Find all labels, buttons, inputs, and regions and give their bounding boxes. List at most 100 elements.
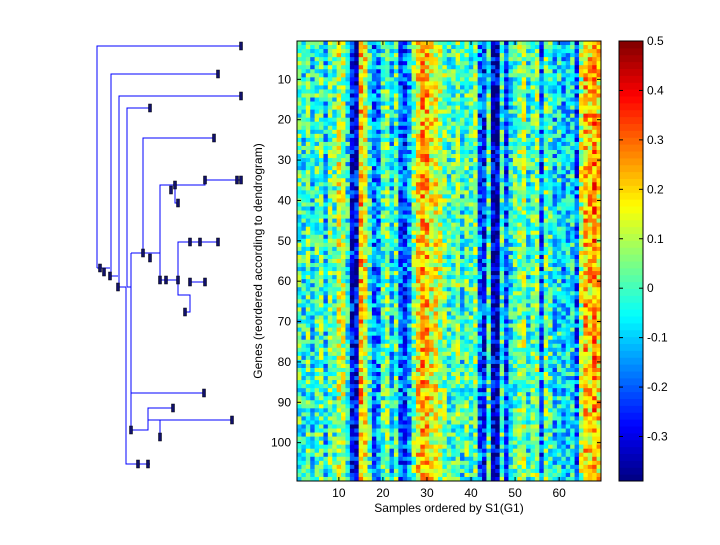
heatmap-cell — [297, 207, 302, 211]
heatmap-cell — [495, 247, 500, 251]
heatmap-cell — [464, 320, 469, 324]
heatmap-cell — [363, 307, 368, 311]
heatmap-cell — [376, 307, 381, 311]
heatmap-cell — [531, 174, 536, 178]
heatmap-cell — [583, 259, 588, 263]
heatmap-cell — [482, 53, 487, 57]
heatmap-cell — [332, 73, 337, 77]
heatmap-cell — [412, 65, 417, 69]
heatmap-cell — [508, 85, 513, 89]
heatmap-cell — [301, 61, 306, 65]
heatmap-cell — [407, 150, 412, 154]
heatmap-cell — [464, 219, 469, 223]
heatmap-cell — [447, 154, 452, 158]
heatmap-cell — [486, 271, 491, 275]
heatmap-cell — [315, 211, 320, 215]
heatmap-cell — [482, 122, 487, 126]
heatmap-cell — [464, 98, 469, 102]
heatmap-cell — [438, 110, 443, 114]
heatmap-cell — [376, 85, 381, 89]
heatmap-cell — [548, 178, 553, 182]
heatmap-cell — [451, 178, 456, 182]
heatmap-cell — [385, 311, 390, 315]
heatmap-cell — [341, 279, 346, 283]
heatmap-cell — [416, 81, 421, 85]
heatmap-cell — [486, 227, 491, 231]
heatmap-cell — [359, 53, 364, 57]
heatmap-cell — [570, 65, 575, 69]
heatmap-cell — [570, 227, 575, 231]
heatmap-cell — [588, 311, 593, 315]
heatmap-cell — [561, 182, 566, 186]
heatmap-cell — [403, 41, 408, 45]
heatmap-cell — [531, 150, 536, 154]
heatmap-cell — [337, 126, 342, 130]
heatmap-cell — [429, 126, 434, 130]
heatmap-cell — [341, 235, 346, 239]
heatmap-cell — [553, 45, 558, 49]
heatmap-cell — [306, 275, 311, 279]
heatmap-cell — [341, 69, 346, 73]
heatmap-cell — [464, 235, 469, 239]
heatmap-cell — [456, 235, 461, 239]
heatmap-cell — [434, 49, 439, 53]
heatmap-cell — [438, 57, 443, 61]
heatmap-cell — [495, 211, 500, 215]
heatmap-cell — [522, 263, 527, 267]
heatmap-cell — [385, 61, 390, 65]
heatmap-cell — [390, 307, 395, 311]
heatmap-cell — [522, 275, 527, 279]
heatmap-cell — [323, 215, 328, 219]
heatmap-cell — [434, 235, 439, 239]
heatmap-cell — [359, 227, 364, 231]
heatmap-cell — [495, 122, 500, 126]
heatmap-cell — [425, 45, 430, 49]
heatmap-cell — [491, 247, 496, 251]
heatmap-cell — [301, 49, 306, 53]
heatmap-cell — [434, 174, 439, 178]
heatmap-cell — [548, 154, 553, 158]
heatmap-cell — [420, 303, 425, 307]
heatmap-cell — [570, 61, 575, 65]
heatmap-cell — [491, 255, 496, 259]
heatmap-cell — [398, 166, 403, 170]
heatmap-cell — [482, 263, 487, 267]
heatmap-cell — [345, 49, 350, 53]
heatmap-cell — [583, 311, 588, 315]
heatmap-cell — [460, 89, 465, 93]
heatmap-cell — [306, 219, 311, 223]
heatmap-cell — [486, 114, 491, 118]
heatmap-cell — [434, 198, 439, 202]
heatmap-cell — [583, 182, 588, 186]
heatmap-cell — [328, 170, 333, 174]
heatmap-cell — [464, 154, 469, 158]
heatmap-cell — [434, 223, 439, 227]
heatmap-cell — [367, 259, 372, 263]
heatmap-cell — [323, 299, 328, 303]
heatmap-cell — [341, 89, 346, 93]
heatmap-cell — [350, 247, 355, 251]
heatmap-cell — [412, 239, 417, 243]
heatmap-cell — [363, 106, 368, 110]
heatmap-cell — [332, 320, 337, 324]
heatmap-cell — [491, 219, 496, 223]
heatmap-cell — [363, 138, 368, 142]
heatmap-cell — [504, 81, 509, 85]
heatmap-cell — [539, 320, 544, 324]
heatmap-cell — [297, 283, 302, 287]
heatmap-cell — [504, 77, 509, 81]
heatmap-cell — [398, 114, 403, 118]
heatmap-cell — [491, 93, 496, 97]
heatmap-cell — [420, 251, 425, 255]
heatmap-cell — [588, 275, 593, 279]
heatmap-cell — [345, 291, 350, 295]
heatmap-cell — [323, 207, 328, 211]
heatmap-cell — [504, 186, 509, 190]
heatmap-cell — [539, 178, 544, 182]
heatmap-cell — [557, 243, 562, 247]
heatmap-cell — [513, 219, 518, 223]
heatmap-cell — [456, 41, 461, 45]
heatmap-cell — [579, 98, 584, 102]
heatmap-cell — [376, 267, 381, 271]
heatmap-cell — [579, 219, 584, 223]
